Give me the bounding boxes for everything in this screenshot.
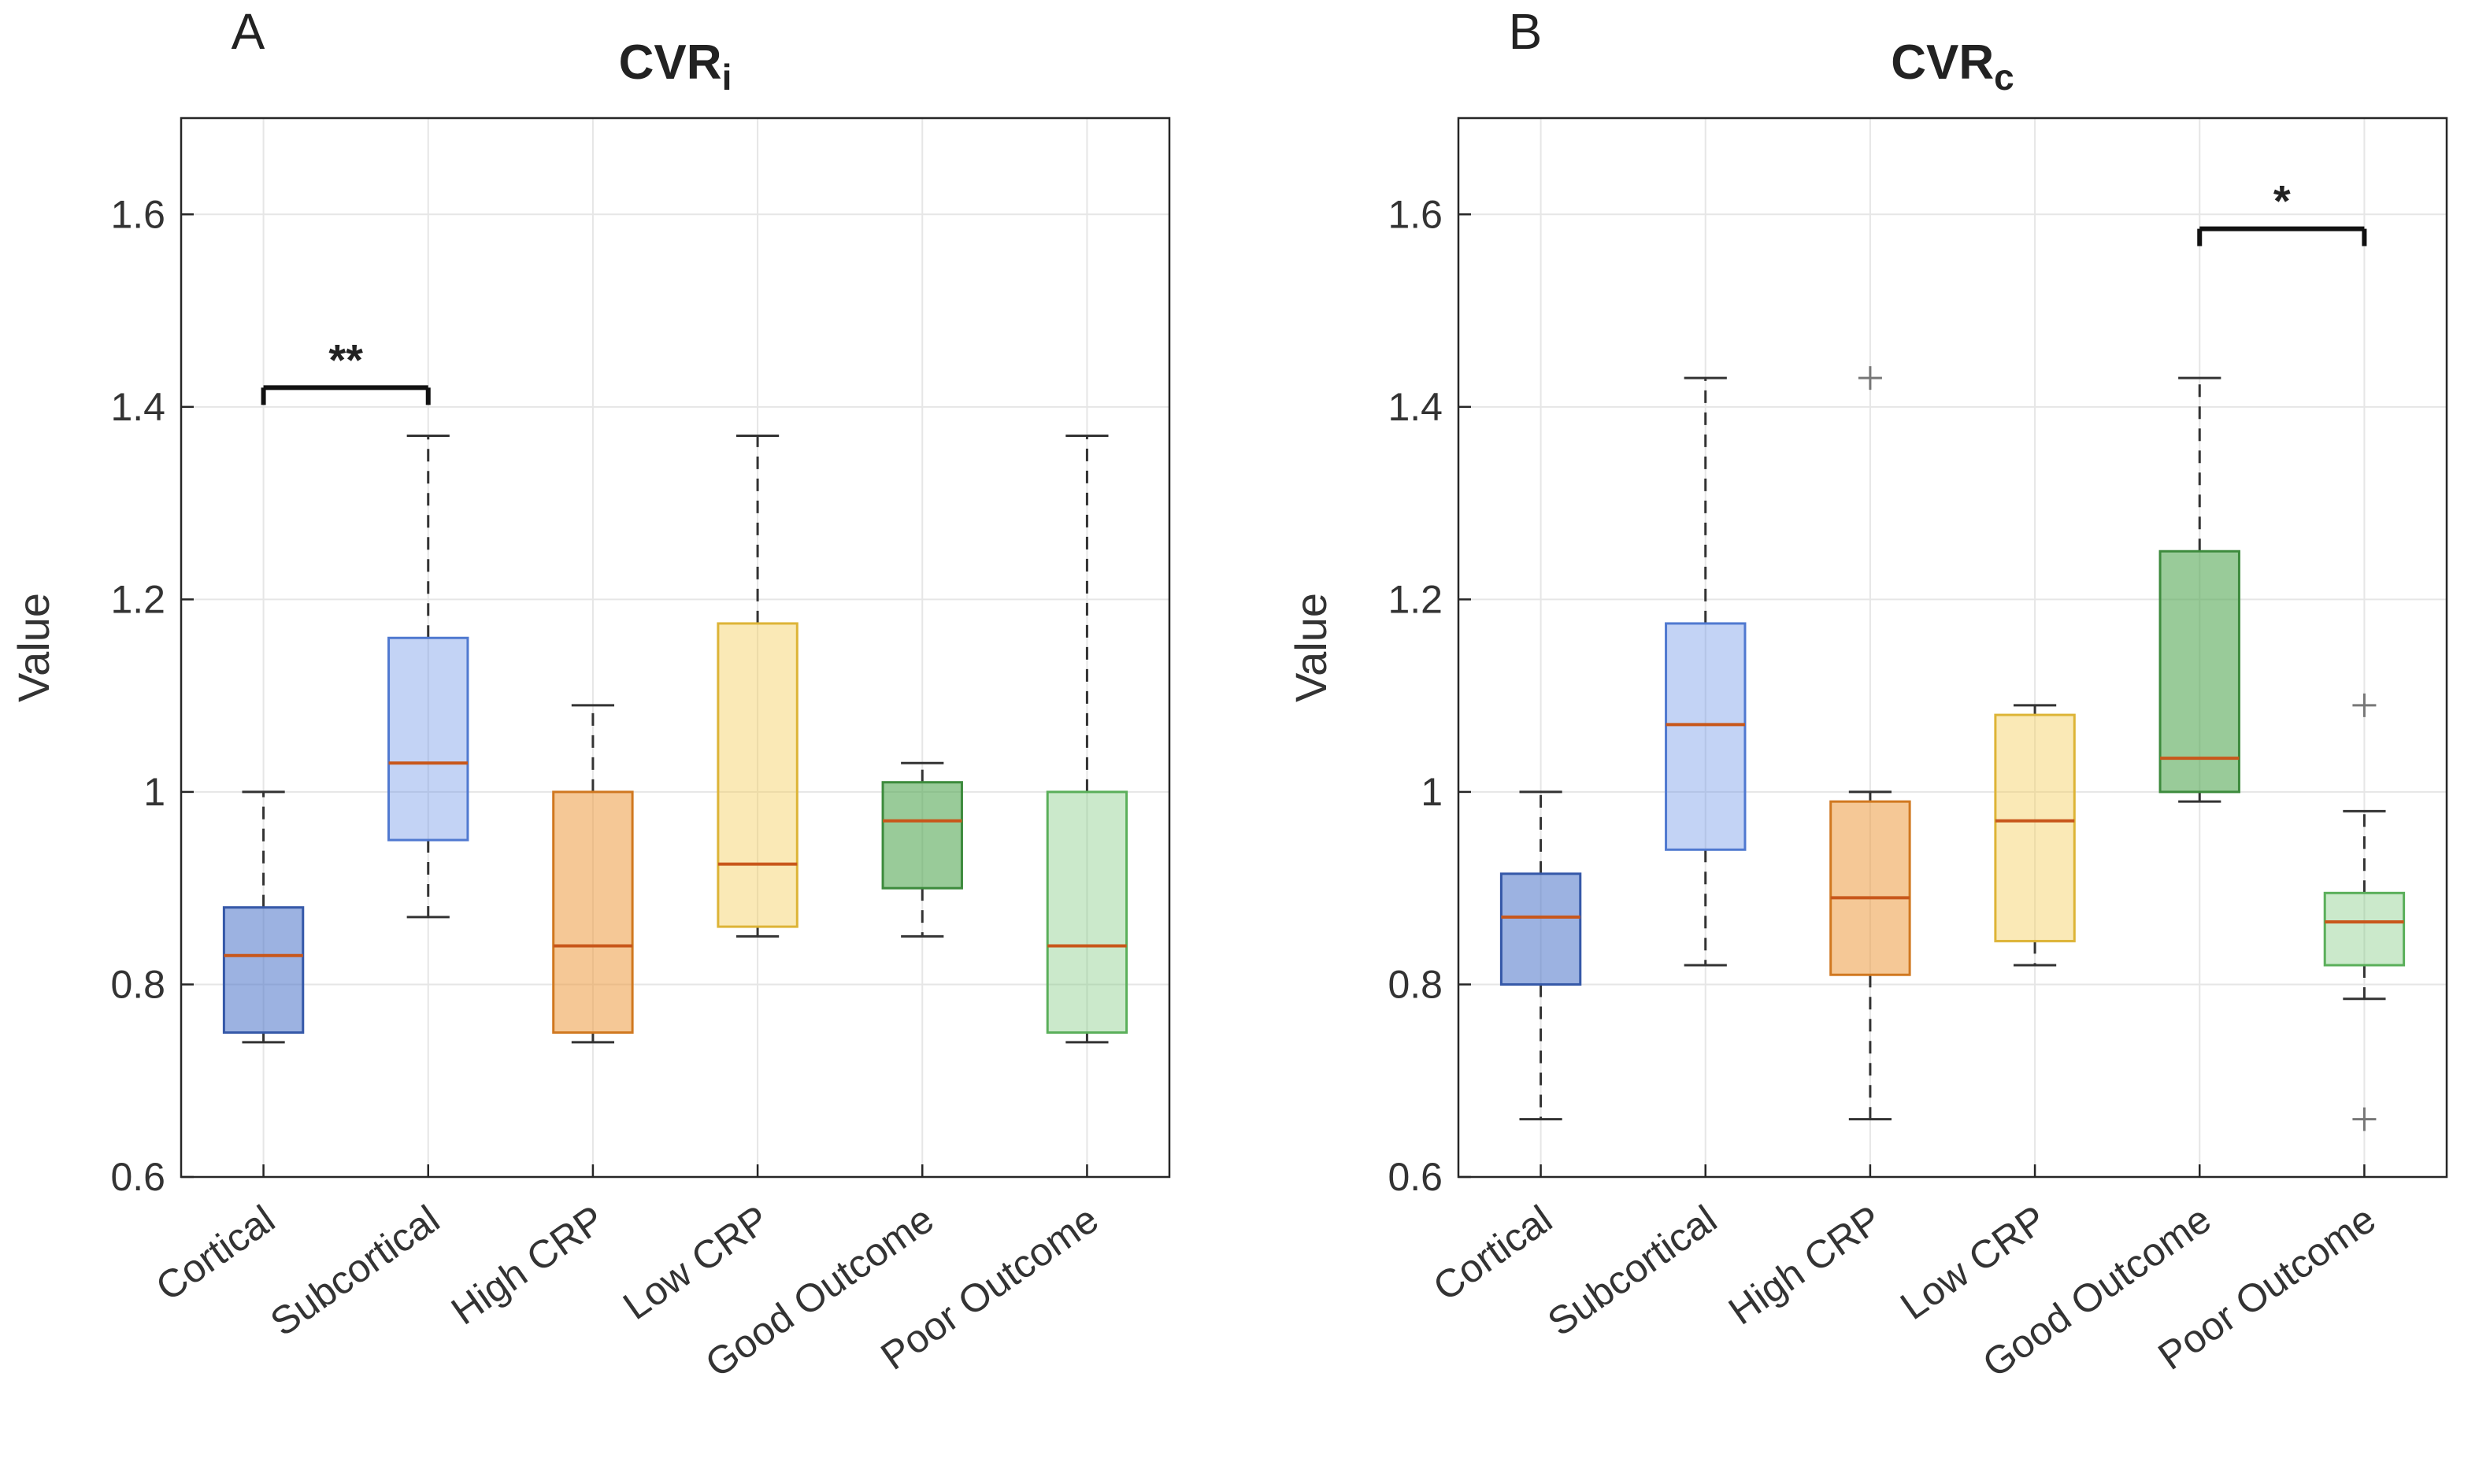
panel-a-chart: 0.6 0.8 1 1.2 1.4 1.6 CorticalSubcorticalHigh … xyxy=(9,3,1171,1386)
iqr-box xyxy=(2158,550,2240,794)
x-tick-label: High CRP xyxy=(443,1197,612,1333)
iqr-box xyxy=(1499,872,1582,986)
panel-letter: A xyxy=(232,3,265,60)
y-axis-label: Value xyxy=(1286,593,1336,702)
iqr-box xyxy=(387,636,469,842)
iqr-box xyxy=(1665,622,1747,851)
y-tick-label: 0.6 xyxy=(110,1155,165,1199)
panel-letter: B xyxy=(1509,3,1543,60)
y-tick-label: 1.2 xyxy=(110,577,165,621)
x-tick-label: Low CRP xyxy=(1892,1197,2054,1328)
y-tick-label: 1.4 xyxy=(1388,385,1443,429)
iqr-box xyxy=(2323,891,2406,967)
x-tick-label: High CRP xyxy=(1721,1197,1889,1333)
x-tick-label: Cortical xyxy=(1425,1197,1560,1309)
x-tick-label: Subcortical xyxy=(1540,1197,1725,1345)
panel-title-subscript: c xyxy=(1994,57,2014,98)
panel-title: CVRi xyxy=(619,35,732,98)
y-tick-label: 0.6 xyxy=(1388,1155,1443,1199)
x-tick-label: Subcortical xyxy=(262,1197,447,1345)
iqr-box xyxy=(1829,800,1911,976)
panel-title-subscript: i xyxy=(722,57,732,98)
iqr-box xyxy=(881,781,963,890)
y-tick-label: 1.4 xyxy=(110,385,165,429)
panel-title: CVRc xyxy=(1891,35,2014,98)
axis-border xyxy=(1457,117,2448,1179)
iqr-box xyxy=(552,790,634,1034)
significance-label: * xyxy=(2273,176,2291,226)
panel-b: 0.6 0.8 1 1.2 1.4 1.6 Cortical Subcortical High … xyxy=(1277,0,2490,1484)
iqr-box xyxy=(1046,790,1128,1034)
panel-b-chart: 0.6 0.8 1 1.2 1.4 1.6 CorticalSubcorticalHigh … xyxy=(1286,3,2448,1386)
iqr-box xyxy=(222,906,305,1034)
y-tick-label: 1.6 xyxy=(110,192,165,236)
y-tick-label: 1 xyxy=(143,770,165,814)
x-tick-label: Low CRP xyxy=(615,1197,776,1328)
y-tick-label: 1 xyxy=(1421,770,1443,814)
x-tick-label: Cortical xyxy=(148,1197,283,1309)
y-tick-label: 0.8 xyxy=(110,962,165,1006)
iqr-box xyxy=(717,622,799,928)
iqr-box xyxy=(1994,713,2076,942)
y-tick-label: 0.8 xyxy=(1388,962,1443,1006)
axis-border xyxy=(180,117,1171,1179)
significance-label: ** xyxy=(328,335,363,384)
y-tick-label: 1.2 xyxy=(1388,577,1443,621)
y-tick-label: 1.6 xyxy=(1388,192,1443,236)
y-axis-label: Value xyxy=(9,593,58,702)
panel-a: 0.6 0.8 1 1.2 1.4 1.6 Cortical Subcortical High … xyxy=(0,0,1213,1484)
